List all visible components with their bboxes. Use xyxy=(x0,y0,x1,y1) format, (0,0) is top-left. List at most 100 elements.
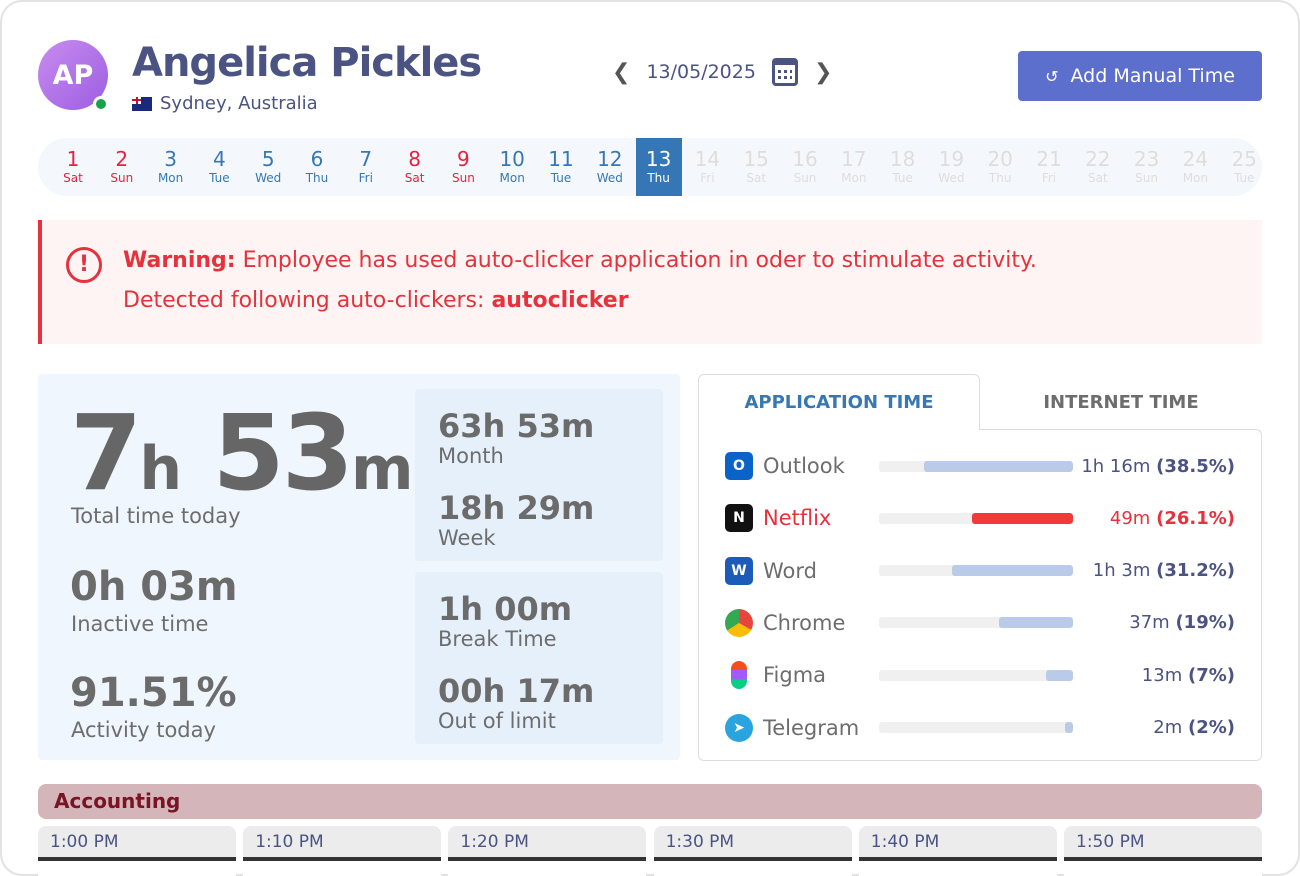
word-icon: W xyxy=(725,556,753,585)
usage-bar xyxy=(879,512,1073,524)
week-label: Week xyxy=(438,526,496,550)
day-number: 25 xyxy=(1231,147,1257,171)
day-number: 18 xyxy=(889,147,916,171)
day-selector: 1 Sat 2 Sun 3 Mon 4 Tue 5 Wed 6 Thu 7 Fri 8 Sat 9 Sun 10 Mo… xyxy=(38,138,1262,196)
screenshot-image xyxy=(858,857,1057,876)
chevron-left-icon[interactable]: ❮ xyxy=(612,59,631,85)
employee-location: Sydney, Australia xyxy=(132,93,318,114)
screenshot-thumbnail[interactable]: 1:30 PM xyxy=(653,826,852,876)
screenshot-image xyxy=(448,857,647,876)
day-12[interactable]: 12 Wed xyxy=(587,138,633,196)
day-weekday: Thu xyxy=(647,171,670,185)
date-navigator: ❮ 13/05/2025 ❯ xyxy=(612,58,832,86)
day-2[interactable]: 2 Sun xyxy=(99,138,145,196)
screenshot-time: 1:20 PM xyxy=(460,832,529,852)
screenshot-image xyxy=(653,857,852,876)
day-21: 21 Fri xyxy=(1026,138,1072,196)
break-box: 1h 00m Break Time 00h 17m Out of limit xyxy=(415,572,663,744)
screenshot-thumbnail[interactable]: 1:20 PM xyxy=(448,826,647,876)
day-14: 14 Fri xyxy=(684,138,730,196)
day-20: 20 Thu xyxy=(977,138,1023,196)
calendar-icon[interactable] xyxy=(771,58,798,86)
total-time-value: 7h 53m xyxy=(70,392,414,514)
day-weekday: Sat xyxy=(63,171,83,185)
screenshot-thumbnail[interactable]: 1:40 PM xyxy=(858,826,1057,876)
day-number: 1 xyxy=(66,147,80,171)
app-row-word: W Word 1h 3m (31.2%) xyxy=(725,553,1245,589)
day-weekday: Sun xyxy=(1135,171,1158,185)
day-13[interactable]: 13 Thu xyxy=(635,138,682,196)
screenshot-thumbnail[interactable]: 1:00 PM xyxy=(38,826,236,876)
alert-circle-icon: ! xyxy=(66,247,102,283)
day-22: 22 Sat xyxy=(1075,138,1121,196)
app-name: Telegram xyxy=(763,715,860,740)
day-25: 25 Tue xyxy=(1221,138,1262,196)
chrome-icon xyxy=(725,608,753,637)
day-23: 23 Sun xyxy=(1124,138,1170,196)
day-number: 4 xyxy=(213,147,226,171)
tab-application-time[interactable]: APPLICATION TIME xyxy=(698,374,980,430)
usage-bar-fill xyxy=(971,512,1073,524)
australia-flag-icon xyxy=(132,96,152,111)
month-value: 63h 53m xyxy=(438,407,595,445)
usage-bar-fill xyxy=(1045,669,1073,681)
day-number: 2 xyxy=(115,147,129,171)
time-stats-panel: 7h 53m Total time today 0h 03m Inactive … xyxy=(38,374,680,760)
day-weekday: Sun xyxy=(793,171,817,185)
day-weekday: Mon xyxy=(841,171,867,185)
month-label: Month xyxy=(438,444,504,468)
screenshot-image xyxy=(243,857,442,876)
day-number: 17 xyxy=(841,147,867,171)
day-8[interactable]: 8 Sat xyxy=(392,138,438,196)
day-weekday: Mon xyxy=(157,171,184,185)
day-weekday: Sun xyxy=(451,171,475,185)
add-manual-time-button[interactable]: ↺ Add Manual Time xyxy=(1018,51,1262,101)
day-10[interactable]: 10 Mon xyxy=(489,138,535,196)
figma-icon xyxy=(731,661,747,690)
day-weekday: Tue xyxy=(550,171,572,185)
day-number: 15 xyxy=(743,147,769,171)
activity-value: 91.51% xyxy=(70,670,237,716)
day-4[interactable]: 4 Tue xyxy=(196,138,242,196)
day-5[interactable]: 5 Wed xyxy=(245,138,291,196)
chevron-right-icon[interactable]: ❯ xyxy=(813,59,833,85)
usage-bar xyxy=(879,669,1073,681)
app-row-outlook: O Outlook 1h 16m (38.5%) xyxy=(725,448,1245,484)
day-weekday: Wed xyxy=(255,171,282,185)
out-of-limit-value: 00h 17m xyxy=(438,672,595,710)
department-header: Accounting xyxy=(38,784,1262,819)
period-totals-box: 63h 53m Month 18h 29m Week xyxy=(415,389,663,561)
day-7[interactable]: 7 Fri xyxy=(343,138,389,196)
app-time: 37m (19%) xyxy=(1129,612,1235,634)
app-time: 1h 3m (31.2%) xyxy=(1092,560,1235,582)
day-number: 21 xyxy=(1036,147,1062,171)
screenshot-thumbnail[interactable]: 1:50 PM xyxy=(1064,826,1262,876)
app-time: 1h 16m (38.5%) xyxy=(1081,455,1235,477)
day-3[interactable]: 3 Mon xyxy=(148,138,194,196)
day-number: 16 xyxy=(792,147,818,171)
warning-line: Warning: Employee has used auto-clicker … xyxy=(123,248,1037,273)
screenshot-time: 1:10 PM xyxy=(255,832,324,852)
day-1[interactable]: 1 Sat xyxy=(50,138,96,196)
day-9[interactable]: 9 Sun xyxy=(440,138,486,196)
day-6[interactable]: 6 Thu xyxy=(294,138,340,196)
out-of-limit-label: Out of limit xyxy=(438,709,556,733)
screenshot-thumbnail[interactable]: 1:10 PM xyxy=(243,826,442,876)
app-name: Netflix xyxy=(763,506,832,531)
day-weekday: Fri xyxy=(358,171,373,185)
day-weekday: Tue xyxy=(209,171,230,185)
screenshot-image xyxy=(38,857,236,876)
app-name: Figma xyxy=(763,663,827,688)
week-value: 18h 29m xyxy=(438,489,595,527)
screenshot-time: 1:40 PM xyxy=(870,832,940,852)
day-weekday: Mon xyxy=(1182,171,1209,185)
outlook-icon: O xyxy=(725,452,753,480)
app-row-netflix: N Netflix 49m (26.1%) xyxy=(725,500,1245,536)
usage-tabs: APPLICATION TIME INTERNET TIME O Outlook… xyxy=(698,374,1262,762)
day-number: 6 xyxy=(310,147,324,171)
warning-label: Warning: xyxy=(123,248,236,273)
tab-internet-time[interactable]: INTERNET TIME xyxy=(1043,391,1199,413)
app-name: Outlook xyxy=(763,454,845,478)
day-11[interactable]: 11 Tue xyxy=(538,138,584,196)
